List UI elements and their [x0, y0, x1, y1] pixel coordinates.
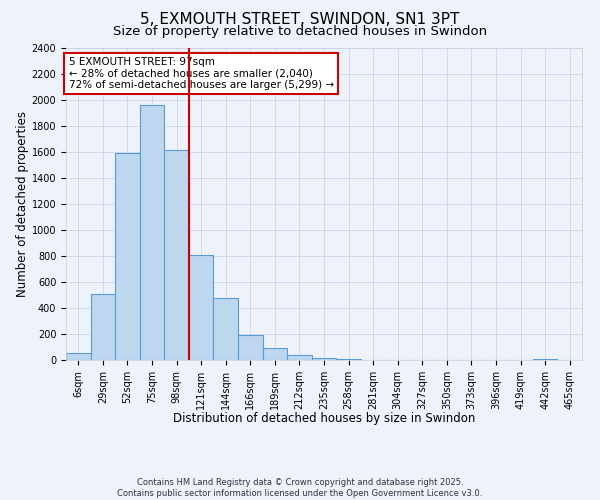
Bar: [263, 348, 287, 360]
Text: 5, EXMOUTH STREET, SWINDON, SN1 3PT: 5, EXMOUTH STREET, SWINDON, SN1 3PT: [140, 12, 460, 28]
Text: 5 EXMOUTH STREET: 97sqm
← 28% of detached houses are smaller (2,040)
72% of semi: 5 EXMOUTH STREET: 97sqm ← 28% of detache…: [68, 57, 334, 90]
Bar: [140, 105, 164, 360]
Bar: [533, 358, 557, 360]
Bar: [189, 254, 214, 360]
Bar: [164, 150, 189, 360]
Text: Contains HM Land Registry data © Crown copyright and database right 2025.
Contai: Contains HM Land Registry data © Crown c…: [118, 478, 482, 498]
Bar: [66, 354, 91, 360]
X-axis label: Distribution of detached houses by size in Swindon: Distribution of detached houses by size …: [173, 412, 475, 425]
Y-axis label: Number of detached properties: Number of detached properties: [16, 111, 29, 296]
Bar: [115, 153, 140, 360]
Bar: [214, 298, 238, 360]
Bar: [238, 336, 263, 360]
Text: Size of property relative to detached houses in Swindon: Size of property relative to detached ho…: [113, 25, 487, 38]
Bar: [287, 356, 312, 360]
Bar: [91, 294, 115, 360]
Bar: [312, 358, 336, 360]
